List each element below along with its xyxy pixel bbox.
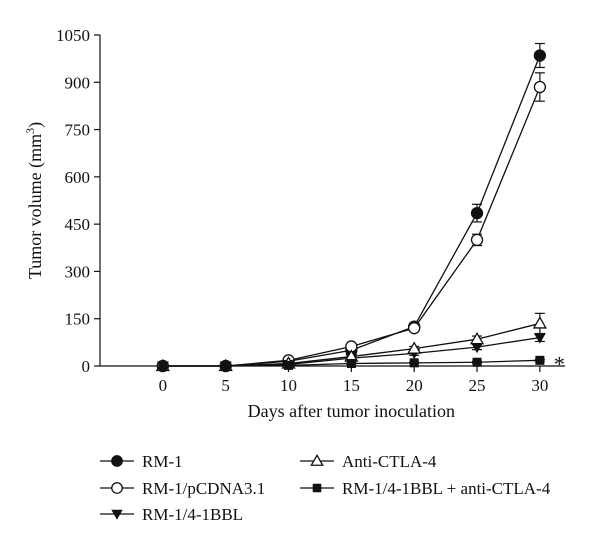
data-point	[533, 333, 546, 344]
legend-item: RM-1	[100, 452, 183, 471]
legend-item: RM-1/4-1BBL + anti-CTLA-4	[300, 479, 551, 498]
legend-marker	[111, 455, 123, 467]
legend-label: RM-1	[142, 452, 183, 471]
y-tick-label: 300	[65, 262, 91, 281]
data-point	[469, 331, 485, 345]
axes	[99, 35, 565, 367]
data-point	[533, 49, 547, 62]
legend-marker	[111, 482, 123, 494]
data-point	[284, 360, 294, 370]
data-point	[407, 341, 422, 354]
data-point	[535, 355, 545, 365]
x-tick-label: 20	[406, 376, 423, 395]
series-line	[162, 86, 541, 367]
x-tick-label: 30	[531, 376, 548, 395]
legend-marker	[111, 509, 123, 520]
data-point	[533, 80, 547, 94]
legend: RM-1 RM-1/pCDNA3.1 RM-1/4-1BBL Anti-CTLA-4 R…	[100, 452, 551, 524]
y-axis-label-superscript: 3	[23, 128, 37, 134]
y-tick-label: 600	[65, 168, 91, 187]
x-tick-label: 10	[280, 376, 297, 395]
legend-label: RM-1/pCDNA3.1	[142, 479, 265, 498]
y-ticks: 0 150 300 450 600 750 900 1050	[56, 26, 100, 376]
y-tick-label: 1050	[56, 26, 90, 45]
data-point	[470, 206, 484, 220]
y-tick-label: 450	[65, 215, 91, 234]
data-point	[470, 233, 484, 247]
series-1	[156, 72, 547, 373]
data-point	[471, 342, 484, 354]
legend-item: RM-1/pCDNA3.1	[100, 479, 265, 498]
series-layer	[155, 42, 547, 373]
data-point	[472, 357, 482, 367]
legend-marker	[310, 453, 324, 466]
x-ticks: 0 5 10 15 20 25 30	[159, 366, 548, 395]
legend-item: RM-1/4-1BBL	[100, 505, 243, 524]
x-tick-label: 15	[343, 376, 360, 395]
y-tick-label: 150	[65, 310, 91, 329]
x-tick-label: 5	[221, 376, 230, 395]
legend-label: RM-1/4-1BBL	[142, 505, 243, 524]
y-axis-label: Tumor volume (mm3)	[23, 122, 46, 279]
significance-asterisk: *	[554, 351, 565, 376]
legend-marker	[312, 483, 322, 493]
data-point	[346, 358, 356, 368]
x-axis-label: Days after tumor inoculation	[248, 401, 455, 421]
legend-label: Anti-CTLA-4	[342, 452, 437, 471]
y-tick-label: 900	[65, 73, 91, 92]
data-point	[532, 316, 547, 329]
data-point	[409, 358, 419, 368]
x-tick-label: 25	[469, 376, 486, 395]
x-tick-label: 0	[159, 376, 168, 395]
series-line	[162, 55, 541, 367]
legend-item: Anti-CTLA-4	[300, 452, 437, 471]
y-tick-label: 0	[82, 357, 91, 376]
y-tick-label: 750	[65, 121, 91, 140]
series-4	[158, 355, 545, 371]
data-point	[158, 361, 168, 371]
legend-label: RM-1/4-1BBL + anti-CTLA-4	[342, 479, 551, 498]
data-point	[221, 361, 231, 371]
series-0	[156, 42, 547, 373]
data-point	[408, 322, 421, 335]
